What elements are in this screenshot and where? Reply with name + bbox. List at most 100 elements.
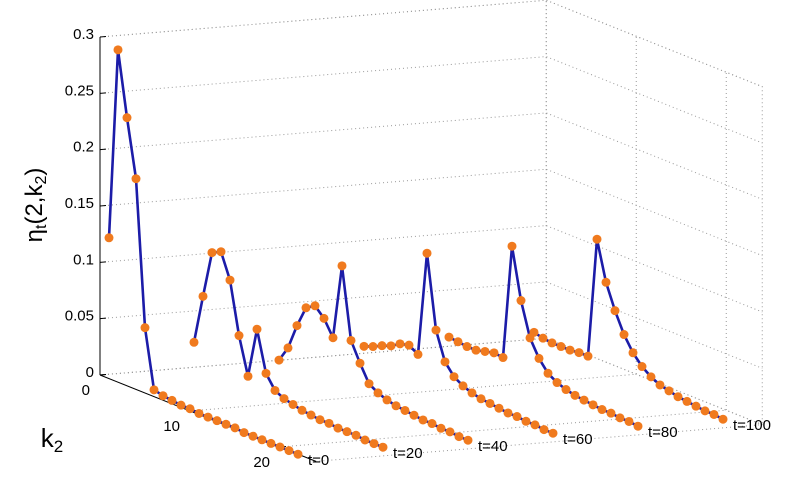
- data-point: [360, 435, 370, 445]
- data-point: [574, 348, 584, 358]
- data-point: [597, 405, 607, 415]
- data-point: [230, 423, 240, 433]
- data-point: [293, 449, 303, 459]
- data-point: [485, 398, 495, 408]
- data-point: [453, 337, 463, 347]
- data-point: [539, 425, 549, 435]
- grid-line: [189, 36, 637, 412]
- data-point: [588, 400, 598, 410]
- data-point: [440, 357, 450, 367]
- data-point: [225, 275, 235, 285]
- z-tick-label: 0.1: [73, 251, 94, 268]
- data-point: [436, 423, 446, 433]
- data-point: [512, 412, 522, 422]
- data-point: [149, 385, 159, 395]
- data-point: [507, 241, 517, 251]
- data-point: [266, 438, 276, 448]
- data-point: [637, 362, 647, 372]
- data-point: [521, 416, 531, 426]
- data-point: [454, 432, 464, 442]
- data-point: [140, 323, 150, 333]
- data-point: [319, 313, 329, 323]
- data-point: [239, 428, 249, 438]
- z-tick-label: 0.25: [65, 82, 94, 99]
- data-point: [413, 349, 423, 359]
- data-point: [476, 394, 486, 404]
- series-line: [363, 251, 554, 435]
- label-part: ): [21, 168, 48, 176]
- data-point: [234, 331, 244, 341]
- tick-mark: [99, 36, 107, 38]
- data-point: [373, 388, 383, 398]
- data-point: [122, 113, 132, 123]
- data-point: [243, 371, 253, 381]
- data-point: [700, 406, 710, 416]
- data-point: [257, 435, 267, 445]
- tick-mark: [99, 261, 107, 263]
- data-point: [324, 418, 334, 428]
- data-point: [310, 301, 320, 311]
- data-point: [444, 332, 454, 342]
- label-part: 2: [54, 437, 63, 456]
- data-point: [503, 408, 513, 418]
- data-point: [292, 321, 302, 331]
- data-point: [691, 401, 701, 411]
- data-point: [458, 381, 468, 391]
- data-point: [386, 341, 396, 351]
- data-point: [624, 416, 634, 426]
- data-point: [480, 346, 490, 356]
- data-point: [364, 379, 374, 389]
- data-point: [328, 333, 338, 343]
- data-point: [248, 431, 258, 441]
- data-point: [284, 446, 294, 456]
- data-point: [606, 408, 616, 418]
- label-part: η: [21, 229, 48, 242]
- data-point: [592, 234, 602, 244]
- data-point: [297, 405, 307, 415]
- data-point: [427, 419, 437, 429]
- data-point: [252, 324, 262, 334]
- data-point: [359, 341, 369, 351]
- data-point: [548, 428, 558, 438]
- label-part: (2,k: [21, 184, 48, 225]
- data-point: [718, 414, 728, 424]
- data-point: [556, 342, 566, 352]
- data-point: [516, 296, 526, 306]
- k-axis-label: k2: [41, 423, 63, 457]
- data-point: [288, 399, 298, 409]
- data-point: [534, 353, 544, 363]
- z-tick-label: 0: [86, 364, 94, 381]
- grid-line: [279, 72, 727, 448]
- data-point: [275, 442, 285, 452]
- data-point: [655, 380, 665, 390]
- data-point: [378, 442, 388, 452]
- data-point: [337, 261, 347, 271]
- data-point: [489, 348, 499, 358]
- data-point: [189, 337, 199, 347]
- data-point: [185, 404, 195, 414]
- data-point: [306, 410, 316, 420]
- data-point: [418, 415, 428, 425]
- data-point: [158, 391, 168, 401]
- data-point: [301, 303, 311, 313]
- data-point: [682, 396, 692, 406]
- label-part: 2: [33, 176, 50, 185]
- data-point: [628, 348, 638, 358]
- k-tick-label: 10: [163, 418, 180, 435]
- data-point: [382, 395, 392, 405]
- data-point: [167, 395, 177, 405]
- k-tick-label: 0: [82, 382, 90, 399]
- data-point: [395, 339, 405, 349]
- z-tick-label: 0.3: [73, 26, 94, 43]
- data-point: [270, 385, 280, 395]
- data-point: [543, 368, 553, 378]
- data-point: [283, 343, 293, 353]
- series-label: t=20: [393, 445, 423, 462]
- box-edge: [99, 0, 763, 425]
- data-point: [467, 388, 477, 398]
- data-point: [221, 419, 231, 429]
- data-point: [547, 338, 557, 348]
- tick-mark: [99, 92, 107, 94]
- data-point: [709, 409, 719, 419]
